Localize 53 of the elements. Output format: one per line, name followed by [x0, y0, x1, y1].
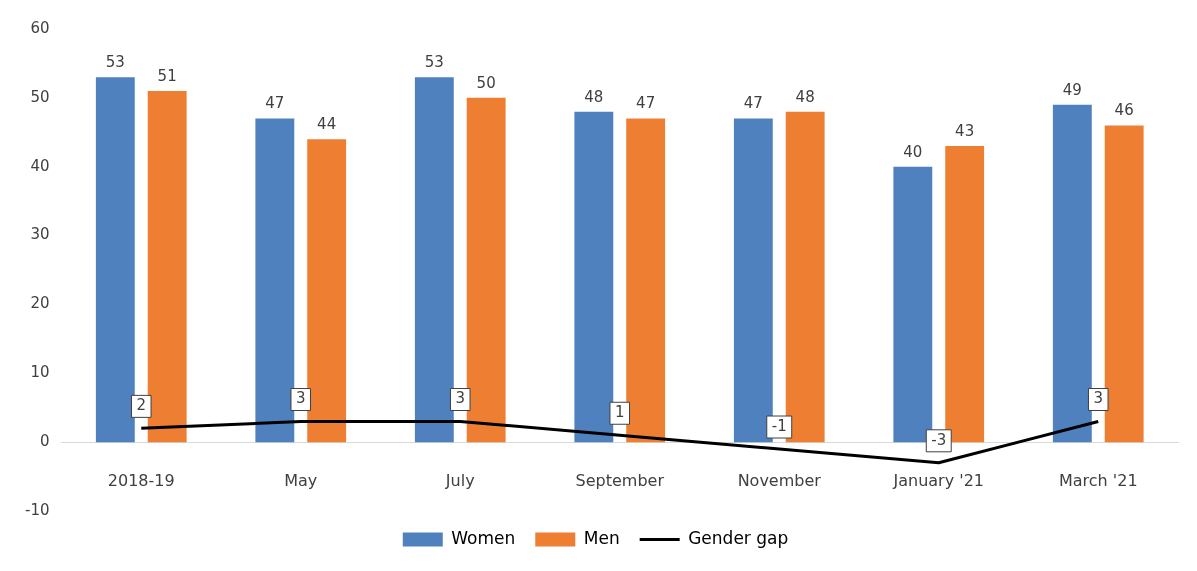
data-label: 3: [455, 389, 466, 408]
data-label: -1: [771, 416, 787, 435]
data-label: 50: [476, 73, 496, 92]
data-label: 53: [424, 53, 444, 72]
data-label: 47: [743, 94, 763, 113]
data-label: 48: [795, 87, 815, 106]
data-label: 49: [1062, 80, 1082, 99]
x-tick-label: November: [737, 470, 822, 490]
data-label: -3: [931, 430, 947, 449]
data-label: 44: [317, 115, 337, 134]
y-tick-label: 50: [30, 87, 50, 106]
data-label: 3: [1093, 389, 1104, 408]
y-tick-label: 20: [30, 294, 50, 313]
data-label: 40: [903, 142, 923, 161]
y-tick-label: 0: [39, 432, 50, 451]
bar: [785, 111, 825, 443]
bar: [733, 118, 773, 443]
bar: [307, 139, 347, 443]
data-label: 48: [584, 87, 604, 106]
data-label: 2: [136, 396, 147, 415]
x-tick-label: 2018-19: [107, 470, 175, 490]
legend-label: Gender gap: [688, 527, 789, 548]
data-label: 51: [157, 66, 177, 85]
legend-label: Women: [451, 527, 516, 548]
bar: [574, 111, 614, 443]
bar: [945, 146, 985, 443]
bar: [95, 77, 135, 443]
bar: [1052, 104, 1092, 443]
y-tick-label: 30: [30, 225, 50, 244]
y-tick-label: 40: [30, 156, 50, 175]
x-tick-label: September: [575, 470, 665, 490]
bar: [466, 97, 506, 443]
data-label: 3: [295, 389, 306, 408]
bar: [414, 77, 454, 443]
bar: [626, 118, 666, 443]
data-label: 43: [955, 121, 975, 140]
bar: [1104, 125, 1144, 443]
x-tick-label: May: [284, 470, 318, 490]
y-tick-label: 10: [30, 363, 50, 382]
y-tick-label: -10: [25, 500, 50, 519]
bar: [893, 166, 933, 443]
x-tick-label: January '21: [892, 470, 984, 490]
data-label: 46: [1114, 101, 1134, 120]
bar: [147, 90, 187, 443]
data-label: 53: [105, 53, 125, 72]
bar: [255, 118, 295, 443]
data-label: 1: [614, 403, 625, 422]
x-tick-label: March '21: [1058, 470, 1138, 490]
data-label: 47: [265, 94, 285, 113]
data-label: 47: [636, 94, 656, 113]
legend-label: Men: [583, 527, 620, 548]
x-tick-label: July: [444, 470, 475, 490]
y-tick-label: 60: [30, 18, 50, 37]
